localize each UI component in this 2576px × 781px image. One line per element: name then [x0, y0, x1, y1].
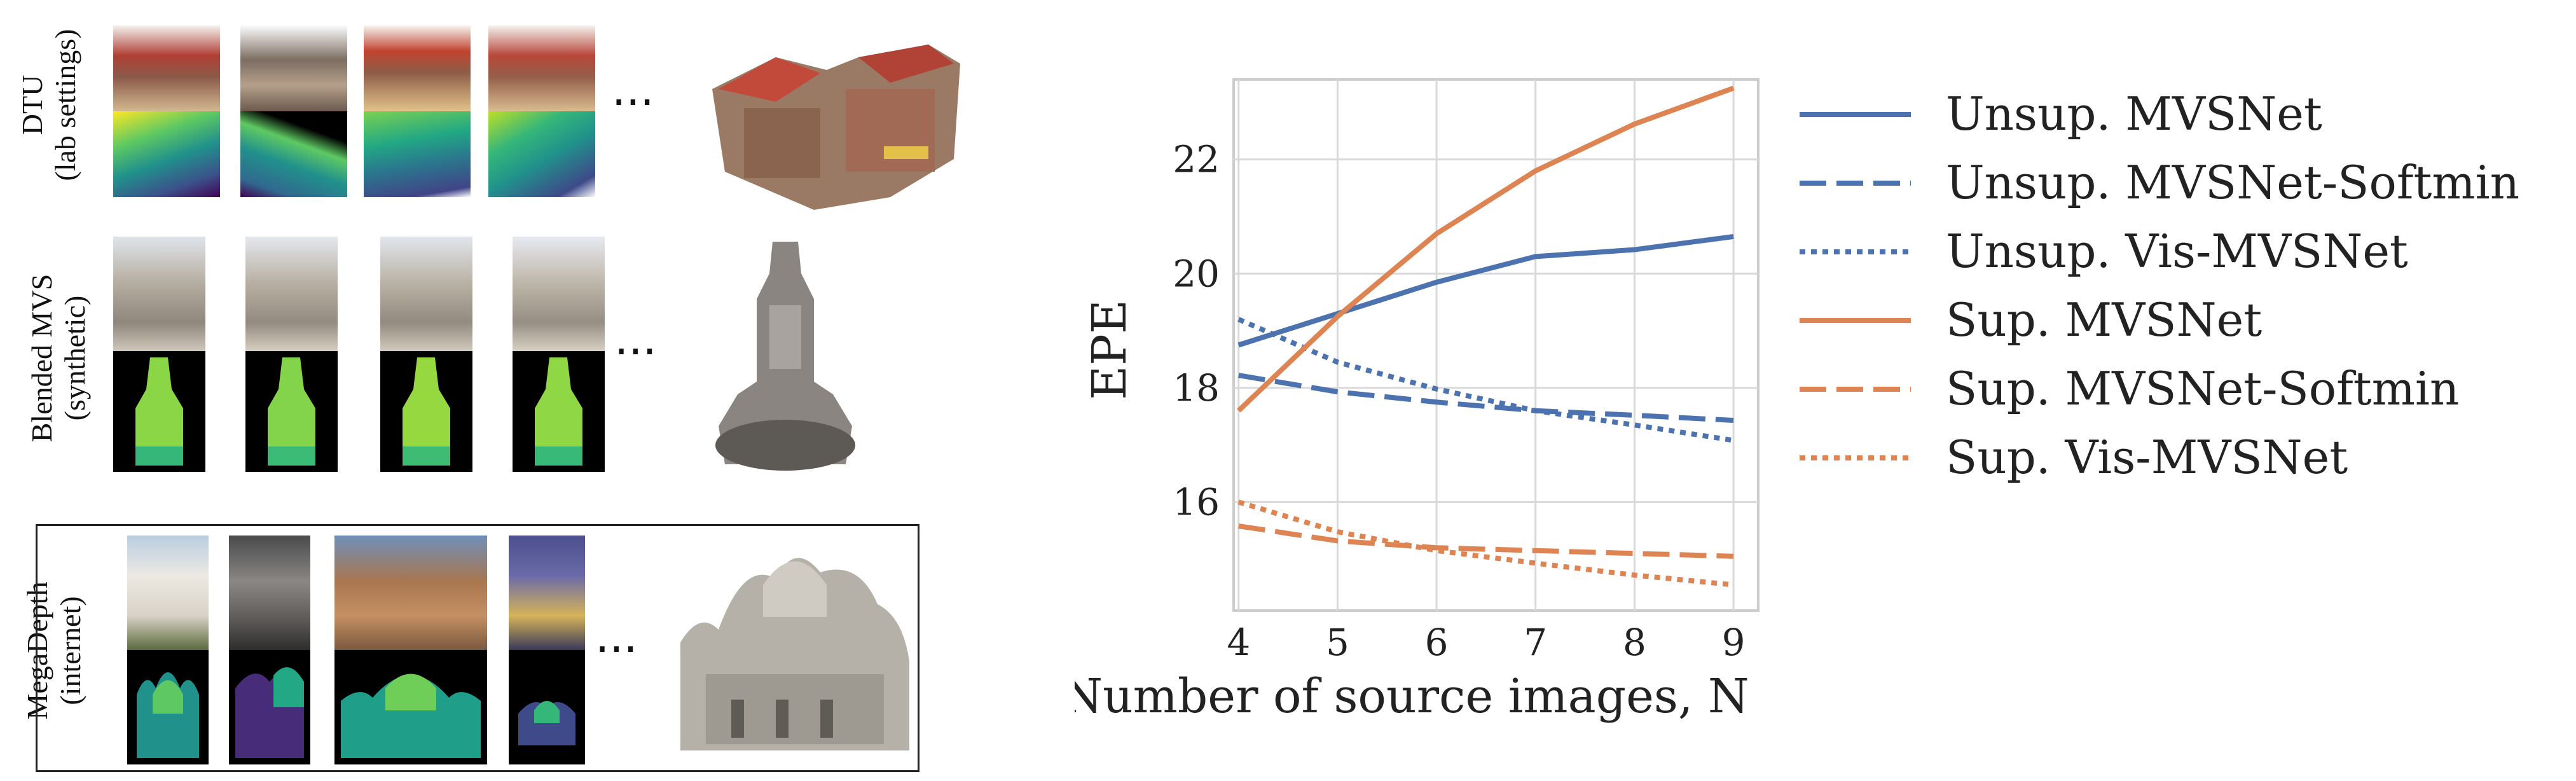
dtu-ellipsis: ··· — [612, 76, 654, 128]
x-tick-label: 9 — [1722, 621, 1746, 664]
megadepth-frame — [36, 524, 920, 772]
megadepth-reconstruction — [680, 558, 909, 750]
legend-label: Sup. Vis-MVSNet — [1946, 431, 2348, 484]
y-axis-label: EPE — [1082, 300, 1137, 400]
megadepth-sample-1 — [127, 536, 209, 764]
x-tick-label: 5 — [1326, 621, 1349, 664]
series-line-2 — [1238, 373, 1734, 424]
dtu-reconstruction — [712, 45, 960, 210]
x-axis-label: Number of source images, N — [1075, 669, 1749, 724]
dtu-sample-4 — [488, 25, 595, 197]
blended-reconstruction — [715, 242, 855, 471]
legend-label: Unsup. Vis-MVSNet — [1946, 225, 2408, 278]
megadepth-ellipsis: ··· — [595, 623, 638, 675]
series-line-4 — [1237, 85, 1735, 413]
megadepth-sample-4 — [509, 536, 585, 764]
legend-label: Sup. MVSNet — [1946, 293, 2262, 347]
dtu-sample-1 — [113, 25, 220, 197]
x-tick-label: 4 — [1227, 621, 1250, 664]
row-label-dtu: DTU (lab settings) — [16, 29, 81, 181]
megadepth-sample-3 — [334, 536, 487, 764]
series-line-1 — [1237, 233, 1734, 348]
y-tick-label: 20 — [1173, 252, 1220, 295]
dataset-illustration: DTU (lab settings) Blended MVS (syntheti… — [0, 0, 992, 781]
y-tick-label: 22 — [1173, 138, 1220, 181]
series-line-5 — [1238, 523, 1734, 559]
series-line-3 — [1237, 317, 1734, 443]
blended-sample-3 — [380, 237, 472, 472]
x-tick-label: 6 — [1425, 621, 1449, 664]
y-tick-label: 18 — [1173, 366, 1220, 410]
epe-chart: 4 5 6 7 8 9 16 18 20 22 Number of source images, … — [1075, 78, 2519, 724]
blended-sample-4 — [513, 237, 605, 472]
blended-sample-1 — [113, 237, 205, 472]
y-tick-label: 16 — [1173, 480, 1220, 523]
x-tick-label: 7 — [1524, 621, 1547, 664]
x-tick-label: 8 — [1623, 621, 1646, 664]
legend-label: Sup. MVSNet-Softmin — [1946, 362, 2459, 415]
plot-area — [1232, 78, 1760, 612]
dtu-sample-2 — [240, 25, 347, 197]
legend-label: Unsup. MVSNet-Softmin — [1946, 156, 2519, 209]
megadepth-sample-2 — [229, 536, 310, 764]
row-label-blended-mvs: Blended MVS (synthetic) — [25, 273, 91, 443]
legend-label: Unsup. MVSNet — [1946, 87, 2322, 141]
blended-ellipsis: ··· — [614, 326, 657, 378]
blended-sample-2 — [245, 237, 338, 472]
dtu-sample-3 — [364, 25, 471, 197]
series-line-6 — [1237, 499, 1734, 588]
